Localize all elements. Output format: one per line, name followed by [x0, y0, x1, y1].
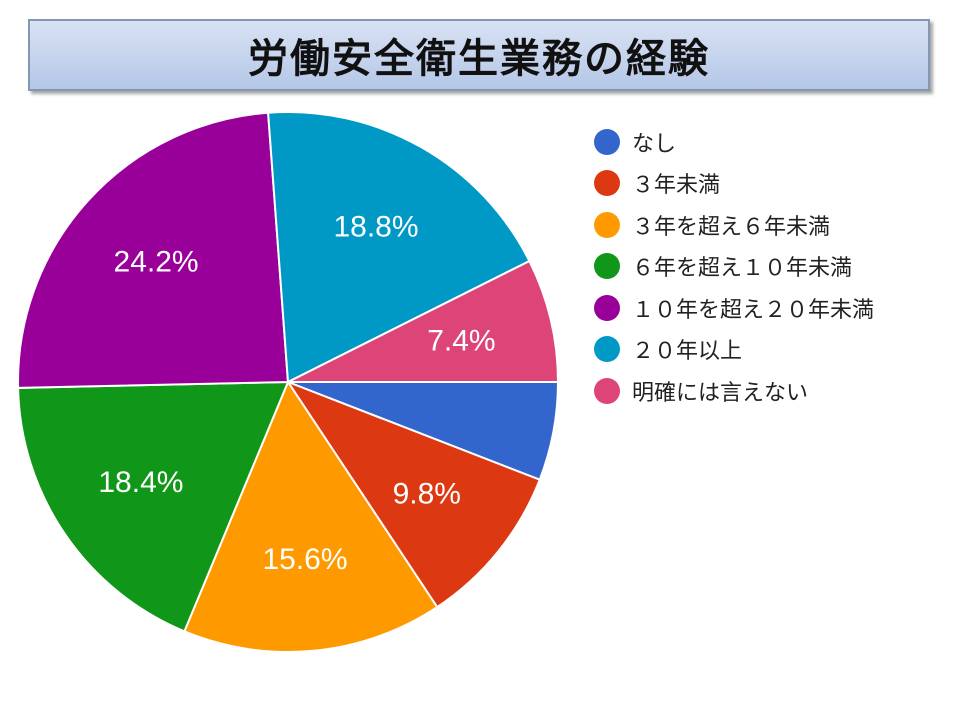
legend-label-3: ６年を超え１０年未満 [632, 256, 853, 282]
legend-item-5: ２０年以上 [594, 329, 934, 371]
legend-item-1: ３年未満 [594, 163, 934, 205]
legend-item-4: １０年を超え２０年未満 [594, 287, 934, 329]
legend-label-1: ３年未満 [632, 173, 721, 199]
pie-slice-4 [17, 111, 290, 389]
slice-label-2: 15.6% [262, 543, 347, 576]
pie-slice-5 [267, 111, 531, 384]
legend-item-3: ６年を超え１０年未満 [594, 246, 934, 288]
pie-slice-2 [183, 379, 439, 654]
slice-label-5: 18.8% [333, 211, 418, 244]
legend-item-0: なし [594, 121, 934, 163]
legend: なし ３年未満 ３年を超え６年未満 ６年を超え１０年未満 １０年を超え２０年未満 ２０年以… [594, 121, 934, 412]
legend-swatch-3 [594, 253, 620, 280]
pie-slice-3 [17, 380, 290, 633]
chart-title: 労働安全衛生業務の経験 [248, 36, 710, 82]
legend-item-6: 明確には言えない [594, 370, 934, 412]
legend-swatch-2 [594, 211, 620, 238]
slice-label-3: 18.4% [98, 466, 183, 499]
slice-label-4: 24.2% [114, 246, 199, 279]
legend-label-5: ２０年以上 [632, 339, 743, 365]
legend-item-2: ３年を超え６年未満 [594, 204, 934, 246]
slice-label-6: 7.4% [427, 325, 495, 358]
legend-swatch-1 [594, 170, 620, 197]
pie-slice-6 [287, 259, 560, 383]
legend-swatch-5 [594, 336, 620, 363]
legend-label-6: 明確には言えない [632, 380, 809, 406]
legend-swatch-6 [594, 377, 620, 404]
legend-label-4: １０年を超え２０年未満 [632, 297, 875, 323]
legend-label-2: ３年を超え６年未満 [632, 214, 831, 240]
legend-label-0: なし [632, 131, 677, 157]
title-banner: 労働安全衛生業務の経験 [28, 19, 930, 91]
legend-swatch-0 [594, 128, 620, 155]
slice-label-1: 9.8% [393, 477, 461, 510]
pie-slice-1 [285, 379, 541, 609]
legend-swatch-4 [594, 294, 620, 321]
